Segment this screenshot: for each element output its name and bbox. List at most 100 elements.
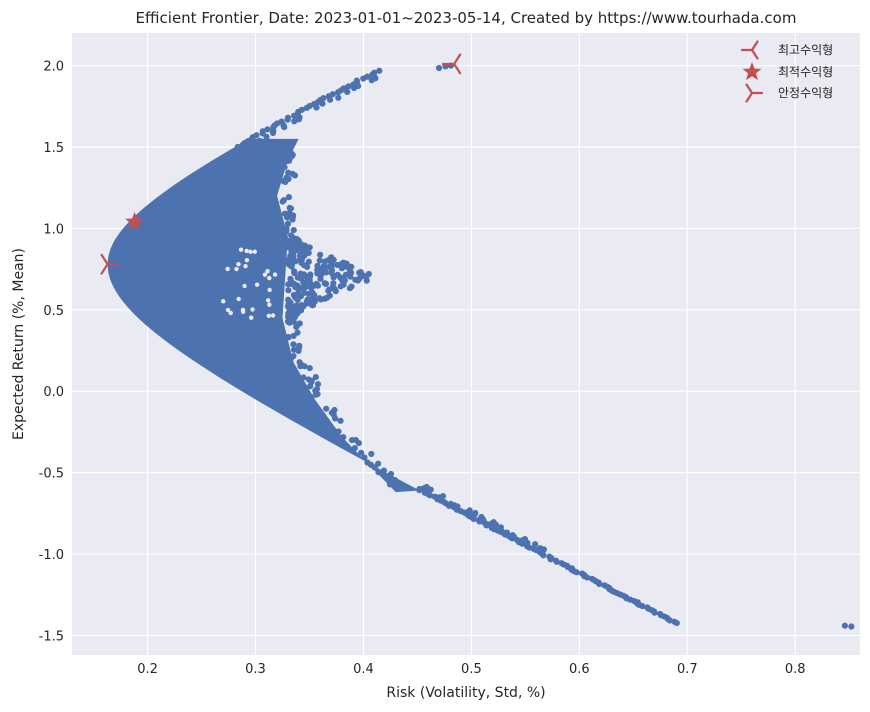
portfolio-point xyxy=(540,552,547,559)
portfolio-point xyxy=(290,280,297,287)
scatter-gap xyxy=(248,249,253,254)
x-tick-label: 0.7 xyxy=(677,662,698,677)
portfolio-point xyxy=(320,95,327,102)
portfolio-point xyxy=(286,157,293,164)
portfolio-point xyxy=(354,277,362,284)
scatter-gap xyxy=(249,315,254,320)
portfolio-point xyxy=(286,354,293,361)
portfolio-point xyxy=(345,83,352,90)
portfolio-point xyxy=(286,304,293,311)
dense-portfolio-region xyxy=(107,138,420,493)
chart-title: Efficient Frontier, Date: 2023-01-01~202… xyxy=(136,9,797,27)
portfolio-point xyxy=(288,263,295,270)
y-tick-label: -0.5 xyxy=(39,467,64,482)
portfolio-point xyxy=(285,287,292,294)
scatter-gap xyxy=(244,258,250,263)
portfolio-point xyxy=(311,291,318,299)
portfolio-point xyxy=(357,269,364,276)
scatter-gap xyxy=(242,283,247,289)
portfolio-point xyxy=(292,294,299,301)
portfolio-point xyxy=(348,263,355,270)
portfolio-point xyxy=(298,256,306,263)
portfolio-point xyxy=(305,249,312,257)
portfolio-point xyxy=(335,428,342,435)
portfolio-point xyxy=(352,437,359,444)
scatter-gap xyxy=(228,310,233,316)
portfolio-point xyxy=(281,164,288,171)
portfolio-point xyxy=(316,295,323,302)
portfolio-point xyxy=(483,522,490,529)
portfolio-point xyxy=(332,288,339,295)
portfolio-point xyxy=(253,132,260,139)
portfolio-point xyxy=(293,323,300,331)
portfolio-point xyxy=(286,204,293,212)
scatter-gap xyxy=(243,263,248,269)
tri-right-marker xyxy=(100,253,120,275)
portfolio-point xyxy=(322,280,330,287)
scatter-gap xyxy=(265,298,271,303)
tri-right-marker xyxy=(745,83,764,103)
scatter-gap xyxy=(262,272,268,277)
portfolio-point xyxy=(584,574,591,581)
scatter-gap xyxy=(252,249,258,254)
portfolio-point xyxy=(283,174,290,181)
portfolio-point xyxy=(285,310,292,317)
portfolio-point xyxy=(290,341,297,348)
portfolio-scatter xyxy=(107,62,855,630)
scatter-gap xyxy=(221,299,226,304)
portfolio-point xyxy=(331,415,339,422)
portfolio-point xyxy=(290,332,297,340)
scatter-gap xyxy=(238,247,244,252)
portfolio-point xyxy=(320,263,327,270)
portfolio-point xyxy=(294,274,301,281)
portfolio-point xyxy=(300,249,307,257)
portfolio-point xyxy=(391,476,399,484)
portfolio-point xyxy=(337,417,344,424)
portfolio-point xyxy=(256,137,263,144)
star-marker xyxy=(125,211,145,230)
y-tick-label: 1.5 xyxy=(43,141,64,156)
legend-star-icon xyxy=(742,62,762,81)
portfolio-point xyxy=(651,609,658,616)
portfolio-point xyxy=(312,374,319,381)
legend-label-max-return: 최고수익형 xyxy=(778,43,833,57)
legend-label-stable: 안정수익형 xyxy=(778,86,833,100)
portfolio-point xyxy=(328,409,335,416)
portfolio-point xyxy=(351,444,358,452)
portfolio-point xyxy=(470,515,477,522)
scatter-gap xyxy=(265,269,270,274)
scatter-gap xyxy=(240,309,246,315)
y-tick-label: 2.0 xyxy=(43,60,64,75)
portfolio-point xyxy=(596,580,603,588)
portfolio-point xyxy=(340,281,347,288)
portfolio-point xyxy=(478,517,485,524)
scatter-gap xyxy=(267,275,272,281)
portfolio-point xyxy=(326,292,333,299)
portfolio-point xyxy=(387,480,394,487)
scatter-gap xyxy=(267,302,272,307)
portfolio-point xyxy=(573,569,580,576)
portfolio-point xyxy=(639,603,646,610)
x-tick-label: 0.5 xyxy=(461,662,482,677)
portfolio-point xyxy=(283,225,290,232)
x-tick-label: 0.4 xyxy=(353,662,374,677)
portfolio-point xyxy=(316,257,323,264)
portfolio-point xyxy=(291,172,299,179)
portfolio-point xyxy=(335,94,342,101)
scatter-gap xyxy=(225,307,231,313)
portfolio-point xyxy=(340,85,347,92)
portfolio-point xyxy=(297,293,305,300)
x-axis-label: Risk (Volatility, Std, %) xyxy=(386,685,545,701)
portfolio-point xyxy=(307,271,314,278)
portfolio-point xyxy=(361,454,368,461)
portfolio-point xyxy=(300,374,307,381)
x-tick-label: 0.8 xyxy=(785,662,806,677)
scatter-gap xyxy=(236,296,241,302)
portfolio-point xyxy=(339,275,346,282)
y-tick-label: 1.0 xyxy=(43,222,64,237)
portfolio-point xyxy=(368,450,375,458)
x-tick-labels: 0.2 0.3 0.4 0.5 0.6 0.7 0.8 xyxy=(137,662,805,677)
scatter-gap xyxy=(267,287,272,293)
y-tick-labels: 2.0 1.5 1.0 0.5 0.0 -0.5 -1.0 -1.5 xyxy=(39,60,64,645)
